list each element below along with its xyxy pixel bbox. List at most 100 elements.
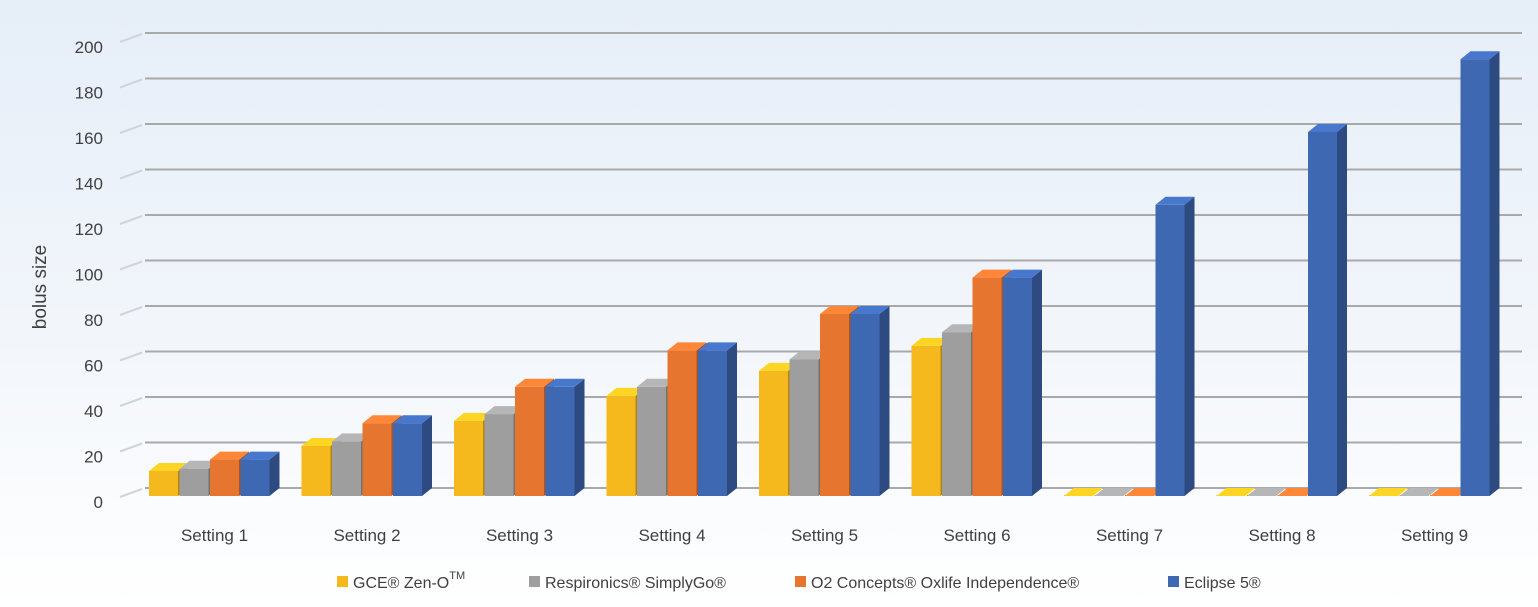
bar [1125, 488, 1164, 496]
bar-top [972, 269, 1012, 278]
y-tick-label: 40 [84, 402, 103, 421]
bar-top [667, 342, 707, 351]
bar-top [545, 378, 585, 387]
bar-front [393, 423, 422, 496]
x-category-label: Setting 3 [486, 526, 553, 545]
x-category-label: Setting 5 [791, 526, 858, 545]
bar [1094, 488, 1134, 496]
x-axis-categories: Setting 1 Setting 2 Setting 3 Setting 4 Sett… [181, 526, 1468, 545]
bar-top [1399, 488, 1439, 496]
bar-front [637, 386, 666, 496]
x-category-label: Setting 1 [181, 526, 248, 545]
gridline-perspective [119, 351, 143, 362]
bar-front [698, 350, 727, 496]
bar-top [362, 415, 402, 424]
y-tick-label: 200 [75, 38, 103, 57]
bar [1430, 488, 1469, 496]
bar [240, 451, 280, 496]
bar-front [454, 420, 483, 496]
bar-top [149, 462, 188, 471]
bar [393, 415, 432, 496]
bar-top [515, 378, 554, 387]
gridline-perspective [119, 78, 143, 89]
legend-label: Respironics® SimplyGo® [545, 575, 726, 592]
bar-top [1430, 488, 1469, 496]
bar-front [606, 395, 636, 496]
y-tick-label: 160 [75, 129, 103, 148]
bar-top [606, 387, 646, 396]
legend-item: Respironics® SimplyGo® [529, 575, 726, 592]
bar [1399, 488, 1439, 496]
bar-front [1003, 277, 1032, 496]
bar-top [484, 406, 524, 415]
legend-label: O2 Concepts® Oxlife Independence® [811, 575, 1079, 592]
bar-front [332, 441, 361, 496]
gridline-perspective [119, 33, 143, 43]
bar-top [820, 306, 859, 314]
y-tick-label: 20 [84, 448, 103, 467]
x-category-label: Setting 7 [1096, 526, 1163, 545]
bar-front [667, 350, 697, 496]
legend-swatch [1168, 576, 1179, 587]
legend-item: O2 Concepts® Oxlife Independence® [795, 575, 1079, 592]
bar-side [422, 415, 432, 496]
bar-front [972, 277, 1002, 496]
x-category-label: Setting 8 [1248, 526, 1315, 545]
bar [1216, 488, 1256, 496]
bar [1064, 488, 1103, 496]
bar-top [1308, 124, 1347, 132]
bar-top [1094, 488, 1134, 496]
x-category-label: Setting 6 [943, 526, 1010, 545]
bar-top [911, 337, 951, 346]
bar-top [1155, 196, 1195, 205]
bar-front [789, 359, 819, 496]
bars [149, 51, 1500, 497]
bar-front [179, 468, 209, 496]
bar-top [179, 460, 219, 469]
y-tick-label: 120 [75, 220, 103, 239]
gridline-perspective [119, 306, 143, 316]
gridline-perspective [119, 488, 143, 498]
legend-label-text: Eclipse 5® [1184, 575, 1261, 592]
legend-label-text: Respironics® SimplyGo® [545, 575, 726, 592]
bar [850, 306, 890, 496]
bar-top [393, 415, 432, 424]
legend-label-text: GCE® Zen-O [353, 575, 449, 592]
gridline-perspective [119, 442, 143, 453]
bar-front [820, 314, 849, 496]
bar-side [574, 378, 585, 496]
bar [1003, 269, 1042, 496]
bar-side [1184, 196, 1195, 497]
bar-front [149, 470, 178, 496]
bar-side [1337, 124, 1347, 496]
bar [698, 342, 737, 496]
bar-top [1277, 488, 1317, 496]
legend-label-text: O2 Concepts® Oxlife Independence® [811, 575, 1079, 592]
bar-front [301, 445, 331, 496]
x-category-label: Setting 2 [333, 526, 400, 545]
bar-front [240, 459, 270, 496]
bar-side [1032, 269, 1042, 496]
bar-front [1308, 132, 1337, 496]
bar [545, 378, 585, 496]
legend-item: Eclipse 5® [1168, 575, 1261, 592]
legend-swatch [795, 576, 806, 587]
bar-top [850, 306, 890, 314]
bar-front [850, 314, 880, 496]
bar [1277, 488, 1317, 496]
bar-front [545, 386, 575, 496]
gridline-perspective [119, 169, 143, 180]
bar-top [301, 437, 341, 446]
bar-top [1064, 488, 1103, 496]
gridline-perspective [119, 215, 143, 225]
legend-swatch [337, 576, 348, 587]
bar-front [362, 423, 392, 496]
bar-top [1125, 488, 1164, 496]
bar-front [911, 345, 941, 496]
y-axis-title: bolus size [30, 245, 51, 330]
legend-item: GCE® Zen-OTM [337, 570, 465, 592]
y-tick-label: 180 [75, 84, 103, 103]
bar [1247, 488, 1286, 496]
bar-front [1460, 59, 1490, 496]
